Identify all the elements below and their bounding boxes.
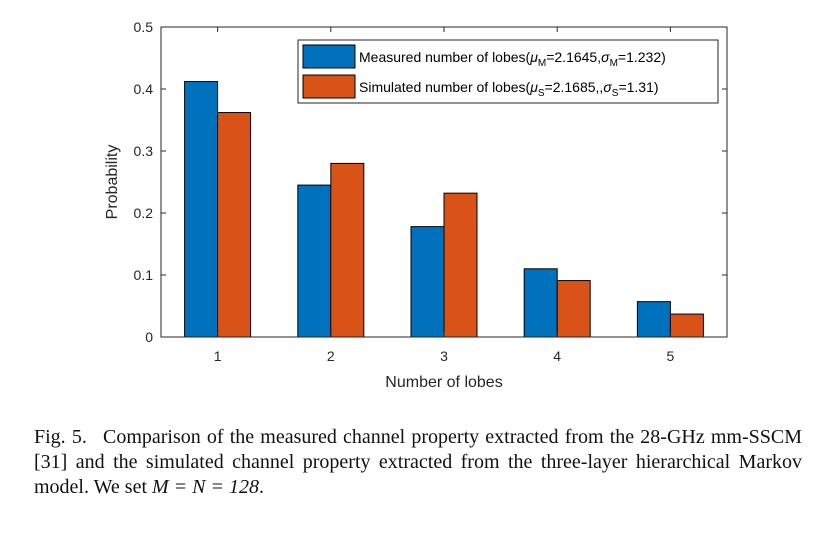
caption-text: Comparison of the measured channel prope…	[34, 426, 803, 498]
legend-swatch-measured	[302, 44, 356, 69]
legend: Measured number of lobes(μM=2.1645,σM=1.…	[297, 39, 719, 104]
x-axis-label: Number of lobes	[385, 374, 502, 391]
bar-simulated-1	[217, 112, 252, 338]
y-tick-label: 0.1	[134, 267, 154, 283]
bar-measured-2	[297, 184, 332, 338]
bar-simulated-3	[443, 192, 478, 338]
x-tick-label: 1	[214, 348, 222, 364]
legend-label-simulated: Simulated number of lobes(μS=2.1685,,σS=…	[359, 79, 659, 99]
legend-swatch-simulated	[302, 74, 356, 99]
y-axis-label: Probability	[104, 145, 121, 220]
y-tick-label: 0	[145, 329, 153, 345]
bar-simulated-2	[330, 162, 365, 338]
figure-number: Fig. 5.	[34, 426, 87, 448]
bars-group	[184, 81, 704, 338]
bar-measured-1	[184, 81, 219, 338]
y-tick-label: 0.4	[134, 81, 154, 97]
legend-box	[297, 39, 719, 104]
x-tick-label: 3	[440, 348, 448, 364]
caption-text-end: .	[259, 476, 264, 498]
bar-simulated-5	[669, 313, 704, 338]
x-tick-label: 2	[327, 348, 335, 364]
y-axis-ticks: 0 0.1 0.2 0.3 0.4 0.5	[134, 19, 727, 345]
y-tick-label: 0.2	[134, 205, 154, 221]
caption-math: M = N = 128	[152, 476, 259, 498]
bar-measured-3	[410, 226, 445, 338]
bar-measured-5	[636, 301, 671, 338]
y-tick-label: 0.5	[134, 19, 154, 35]
bar-chart: 0 0.1 0.2 0.3 0.4 0.5 1 2 3 4 5 Number of lobes P…	[104, 19, 728, 391]
x-axis-ticks: 1 2 3 4 5	[214, 27, 675, 364]
bar-simulated-4	[556, 280, 591, 338]
x-tick-label: 4	[553, 348, 561, 364]
figure-caption: Fig. 5. Comparison of the measured chann…	[34, 425, 802, 500]
legend-label-measured: Measured number of lobes(μM=2.1645,σM=1.…	[359, 49, 666, 69]
bar-measured-4	[523, 268, 558, 338]
y-tick-label: 0.3	[134, 143, 154, 159]
x-tick-label: 5	[667, 348, 675, 364]
